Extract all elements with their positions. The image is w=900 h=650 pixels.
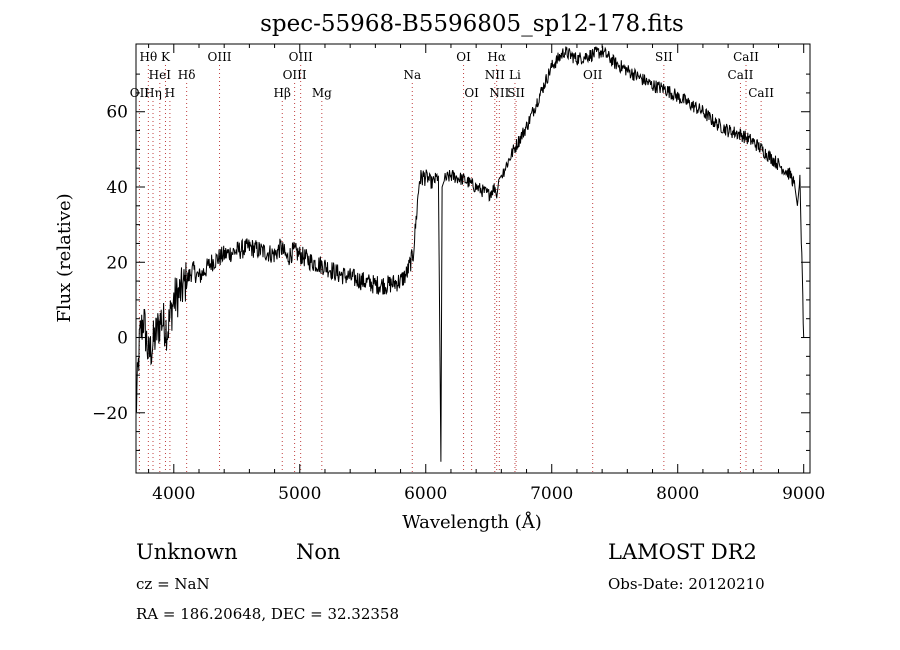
object-class: Unknown <box>136 540 238 564</box>
line-label: CaII <box>733 50 759 64</box>
line-label: NII <box>489 86 509 100</box>
line-label: OIII <box>283 68 307 82</box>
y-axis-label: Flux (relative) <box>54 193 75 322</box>
y-tick-label: 0 <box>117 329 128 349</box>
coordinates-text: RA = 186.20648, DEC = 32.32358 <box>136 605 399 623</box>
line-label: K <box>161 50 171 64</box>
line-guides <box>138 65 762 473</box>
obs-date-text: Obs-Date: 20120210 <box>608 575 765 593</box>
x-tick-label: 5000 <box>278 484 321 504</box>
line-label: Hη <box>144 86 162 100</box>
line-label: OI <box>464 86 479 100</box>
line-label: OI <box>456 50 471 64</box>
line-label: OII <box>583 68 603 82</box>
plot-frame <box>135 43 811 474</box>
line-label: SII <box>507 86 525 100</box>
line-label: Hδ <box>178 68 196 82</box>
line-label: OIII <box>289 50 313 64</box>
y-axis: −20 0 20 40 60 <box>92 73 810 451</box>
line-label: Li <box>509 68 521 82</box>
redshift-text: cz = NaN <box>136 575 210 593</box>
y-tick-label: −20 <box>92 404 128 424</box>
line-label: H <box>165 86 175 100</box>
line-label: NII <box>485 68 505 82</box>
chart-title: spec-55968-B5596805_sp12-178.fits <box>260 11 684 37</box>
line-label: Hα <box>487 50 506 64</box>
y-tick-label: 20 <box>106 253 128 273</box>
line-label: Mg <box>312 86 332 100</box>
x-axis: 4000 5000 6000 7000 8000 9000 <box>148 44 825 504</box>
line-label: Hθ <box>139 50 157 64</box>
x-tick-label: 7000 <box>530 484 573 504</box>
spectrum-line <box>135 45 805 462</box>
x-tick-label: 4000 <box>152 484 195 504</box>
y-tick-label: 60 <box>106 103 128 123</box>
x-tick-label: 9000 <box>782 484 825 504</box>
line-label: OIII <box>207 50 231 64</box>
line-label: Hβ <box>274 86 291 100</box>
x-axis-label: Wavelength (Å) <box>402 511 542 533</box>
line-label: SII <box>655 50 673 64</box>
object-subclass: Non <box>296 540 341 564</box>
x-tick-label: 6000 <box>404 484 447 504</box>
line-label: CaII <box>748 86 774 100</box>
y-tick-label: 40 <box>106 178 128 198</box>
x-tick-label: 8000 <box>656 484 699 504</box>
line-label: HeI <box>149 68 172 82</box>
line-label: CaII <box>728 68 754 82</box>
line-label: Na <box>403 68 421 82</box>
survey-name: LAMOST DR2 <box>608 540 757 564</box>
